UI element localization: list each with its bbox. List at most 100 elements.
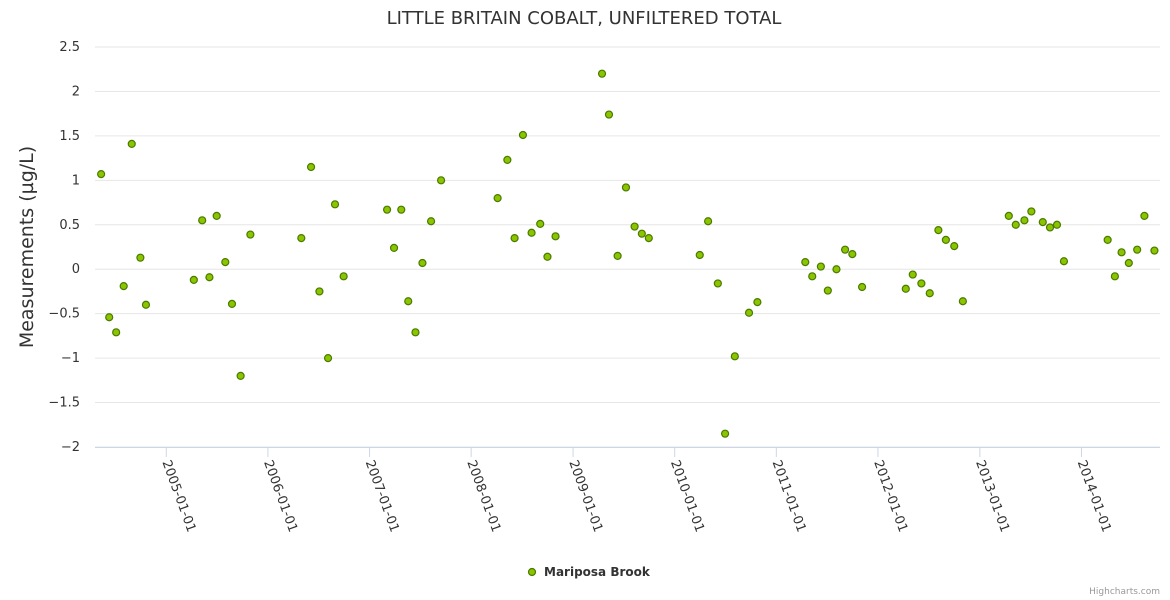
- data-point[interactable]: [925, 289, 934, 298]
- data-point[interactable]: [411, 328, 420, 337]
- data-point[interactable]: [112, 328, 121, 337]
- data-point[interactable]: [704, 217, 713, 226]
- y-tick-label: 1.5: [59, 129, 80, 144]
- legend-item-label[interactable]: Mariposa Brook: [544, 565, 651, 579]
- data-point[interactable]: [1011, 220, 1020, 229]
- data-point[interactable]: [436, 176, 446, 185]
- data-point[interactable]: [848, 250, 857, 259]
- data-point[interactable]: [119, 282, 128, 291]
- data-point[interactable]: [510, 234, 519, 243]
- data-point[interactable]: [917, 279, 926, 288]
- x-tick-label: 2013-01-01: [972, 458, 1012, 534]
- data-point[interactable]: [934, 226, 943, 235]
- data-point[interactable]: [744, 308, 754, 317]
- data-point[interactable]: [730, 352, 739, 361]
- data-point[interactable]: [1140, 211, 1149, 220]
- data-point[interactable]: [1059, 257, 1069, 266]
- credits-link[interactable]: Highcharts.com: [1089, 587, 1160, 597]
- data-point[interactable]: [597, 69, 607, 78]
- y-tick-label: 1: [72, 173, 80, 188]
- data-point[interactable]: [816, 262, 825, 271]
- data-point[interactable]: [901, 284, 910, 293]
- data-point[interactable]: [189, 275, 198, 284]
- data-point[interactable]: [644, 234, 653, 243]
- data-point[interactable]: [306, 162, 316, 172]
- data-point[interactable]: [339, 272, 348, 281]
- data-point[interactable]: [97, 170, 106, 179]
- x-tick-label: 2010-01-01: [667, 458, 707, 534]
- data-point[interactable]: [136, 253, 145, 262]
- chart-title: LITTLE BRITAIN COBALT, UNFILTERED TOTAL: [387, 8, 782, 29]
- data-point[interactable]: [493, 194, 502, 203]
- data-point[interactable]: [543, 252, 552, 261]
- y-tick-label: 2: [72, 84, 80, 99]
- data-point[interactable]: [753, 298, 762, 307]
- data-point[interactable]: [713, 279, 722, 288]
- data-point[interactable]: [536, 219, 545, 228]
- data-point[interactable]: [720, 429, 730, 438]
- data-point[interactable]: [637, 229, 646, 238]
- data-point[interactable]: [212, 211, 221, 220]
- data-point[interactable]: [205, 273, 214, 282]
- data-point[interactable]: [518, 130, 528, 140]
- data-point[interactable]: [105, 313, 114, 322]
- y-tick-label: −2: [61, 440, 80, 455]
- data-point[interactable]: [613, 251, 622, 260]
- data-point[interactable]: [1103, 235, 1112, 244]
- data-point[interactable]: [1027, 207, 1036, 216]
- data-point[interactable]: [1004, 211, 1013, 220]
- y-tick-label: −1.5: [48, 396, 80, 411]
- data-point[interactable]: [297, 234, 306, 243]
- data-point[interactable]: [1150, 246, 1159, 255]
- data-point[interactable]: [330, 200, 340, 209]
- data-point[interactable]: [503, 155, 512, 164]
- data-point[interactable]: [630, 222, 639, 231]
- x-tick-label: 2008-01-01: [463, 458, 503, 534]
- data-point[interactable]: [908, 270, 917, 279]
- y-tick-label: 0.5: [59, 218, 80, 233]
- y-axis-title: Measurements (µg/L): [16, 146, 38, 348]
- data-point[interactable]: [236, 371, 245, 380]
- data-point[interactable]: [418, 258, 427, 268]
- data-point[interactable]: [227, 299, 237, 308]
- data-point[interactable]: [1052, 220, 1062, 229]
- data-point[interactable]: [832, 265, 841, 274]
- data-point[interactable]: [1133, 245, 1142, 254]
- data-point[interactable]: [1117, 248, 1126, 257]
- data-point[interactable]: [695, 250, 704, 260]
- data-point[interactable]: [221, 258, 230, 267]
- data-point[interactable]: [397, 205, 406, 214]
- data-point[interactable]: [1124, 258, 1133, 268]
- data-point[interactable]: [426, 217, 436, 226]
- data-point[interactable]: [404, 297, 413, 306]
- x-tick-label: 2014-01-01: [1074, 458, 1114, 534]
- data-point[interactable]: [1020, 216, 1029, 225]
- data-point[interactable]: [801, 258, 810, 267]
- data-point[interactable]: [527, 228, 536, 237]
- data-point[interactable]: [389, 243, 399, 252]
- data-point[interactable]: [857, 282, 867, 292]
- data-point[interactable]: [1045, 223, 1055, 232]
- legend[interactable]: Mariposa Brook: [527, 565, 651, 579]
- scatter-series-points: [97, 69, 1159, 438]
- data-point[interactable]: [823, 286, 832, 295]
- data-point[interactable]: [950, 242, 959, 251]
- data-point[interactable]: [840, 245, 850, 254]
- data-point[interactable]: [127, 139, 136, 148]
- data-point[interactable]: [246, 230, 255, 239]
- data-point[interactable]: [604, 110, 614, 119]
- data-point[interactable]: [808, 272, 817, 281]
- data-point[interactable]: [1038, 218, 1047, 227]
- data-point[interactable]: [141, 300, 151, 309]
- data-point[interactable]: [958, 297, 967, 306]
- data-point[interactable]: [198, 216, 207, 225]
- data-point[interactable]: [1110, 272, 1119, 281]
- data-point[interactable]: [315, 287, 324, 296]
- data-point[interactable]: [382, 205, 392, 214]
- data-point[interactable]: [621, 183, 631, 192]
- data-point[interactable]: [551, 232, 560, 241]
- data-point[interactable]: [941, 235, 950, 244]
- data-point[interactable]: [323, 354, 333, 363]
- y-tick-label: 0: [72, 262, 80, 277]
